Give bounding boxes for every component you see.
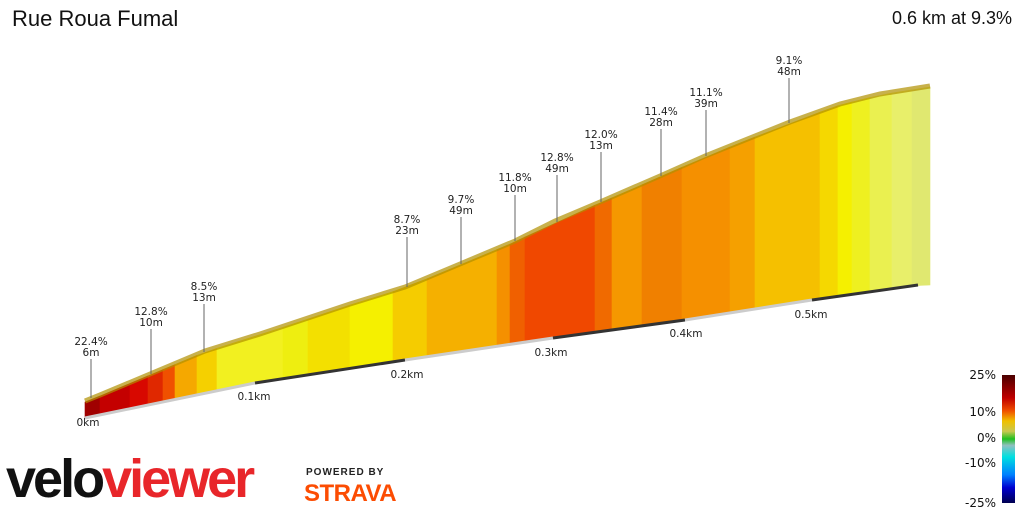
distance-segment [684,298,813,322]
strava-logo: STRAVA [304,480,397,507]
gradient-segment [611,184,643,331]
annotation-grade: 8.7% [394,214,421,226]
gradient-segment [496,243,511,347]
annotation-length: 10m [503,183,527,195]
gradient-segment [594,197,613,333]
gradient-segment [819,105,839,300]
climb-title: Rue Roua Fumal [12,6,179,31]
gradient-color-scale [1002,375,1015,503]
annotation-grade: 12.8% [540,152,573,164]
gradient-segment [282,318,309,380]
scale-label: -25% [964,496,996,510]
annotation-grade: 12.8% [134,306,167,318]
scale-label: -10% [964,456,996,470]
annotation-grade: 11.1% [689,87,722,99]
annotation-grade: 9.7% [448,194,475,206]
annotation-length: 28m [649,117,673,129]
annotation-length: 13m [192,292,216,304]
annotation-length: 49m [449,205,473,217]
gradient-segment [729,136,756,314]
scale-label: 10% [969,405,996,419]
gradient-segment [509,236,526,345]
powered-by-label: POWERED BY [306,467,385,478]
gradient-segment [869,92,893,293]
annotation-grade: 11.8% [498,172,531,184]
annotation-length: 39m [694,98,718,110]
annotation-length: 13m [589,140,613,152]
annotation-length: 48m [777,66,801,78]
annotation-length: 23m [395,225,419,237]
distance-segment [811,283,919,302]
climb-summary: 0.6 km at 9.3% [891,8,1012,28]
distance-tick-label: 0.5km [794,309,827,321]
distance-segment [254,358,406,385]
distance-segment [404,336,554,362]
scale-label: 25% [969,368,996,382]
gradient-segment [911,86,931,287]
gradient-segment [681,146,731,321]
distance-segment [552,318,686,340]
gradient-segment [837,101,853,297]
distance-tick-label: 0km [77,417,100,429]
annotation-grade: 22.4% [74,336,107,348]
gradient-segment [851,97,871,295]
annotation-grade: 9.1% [776,55,803,67]
annotation-grade: 8.5% [191,281,218,293]
annotation-grade: 11.4% [644,106,677,118]
distance-tick-label: 0.2km [390,369,423,381]
gradient-segment [754,111,821,310]
distance-tick-label: 0.1km [237,391,270,403]
scale-label: 0% [976,431,996,445]
gradient-segment [524,204,596,343]
gradient-segment [891,89,913,290]
veloviewer-logo: veloviewer [6,449,255,509]
annotation-length: 10m [139,317,163,329]
distance-tick-label: 0.4km [669,328,702,340]
gradient-segment [641,166,683,327]
annotation-length: 49m [545,163,569,175]
annotation-grade: 12.0% [584,129,617,141]
distance-tick-label: 0.3km [534,347,567,359]
annotation-length: 6m [83,347,100,359]
distance-segment [84,381,256,420]
